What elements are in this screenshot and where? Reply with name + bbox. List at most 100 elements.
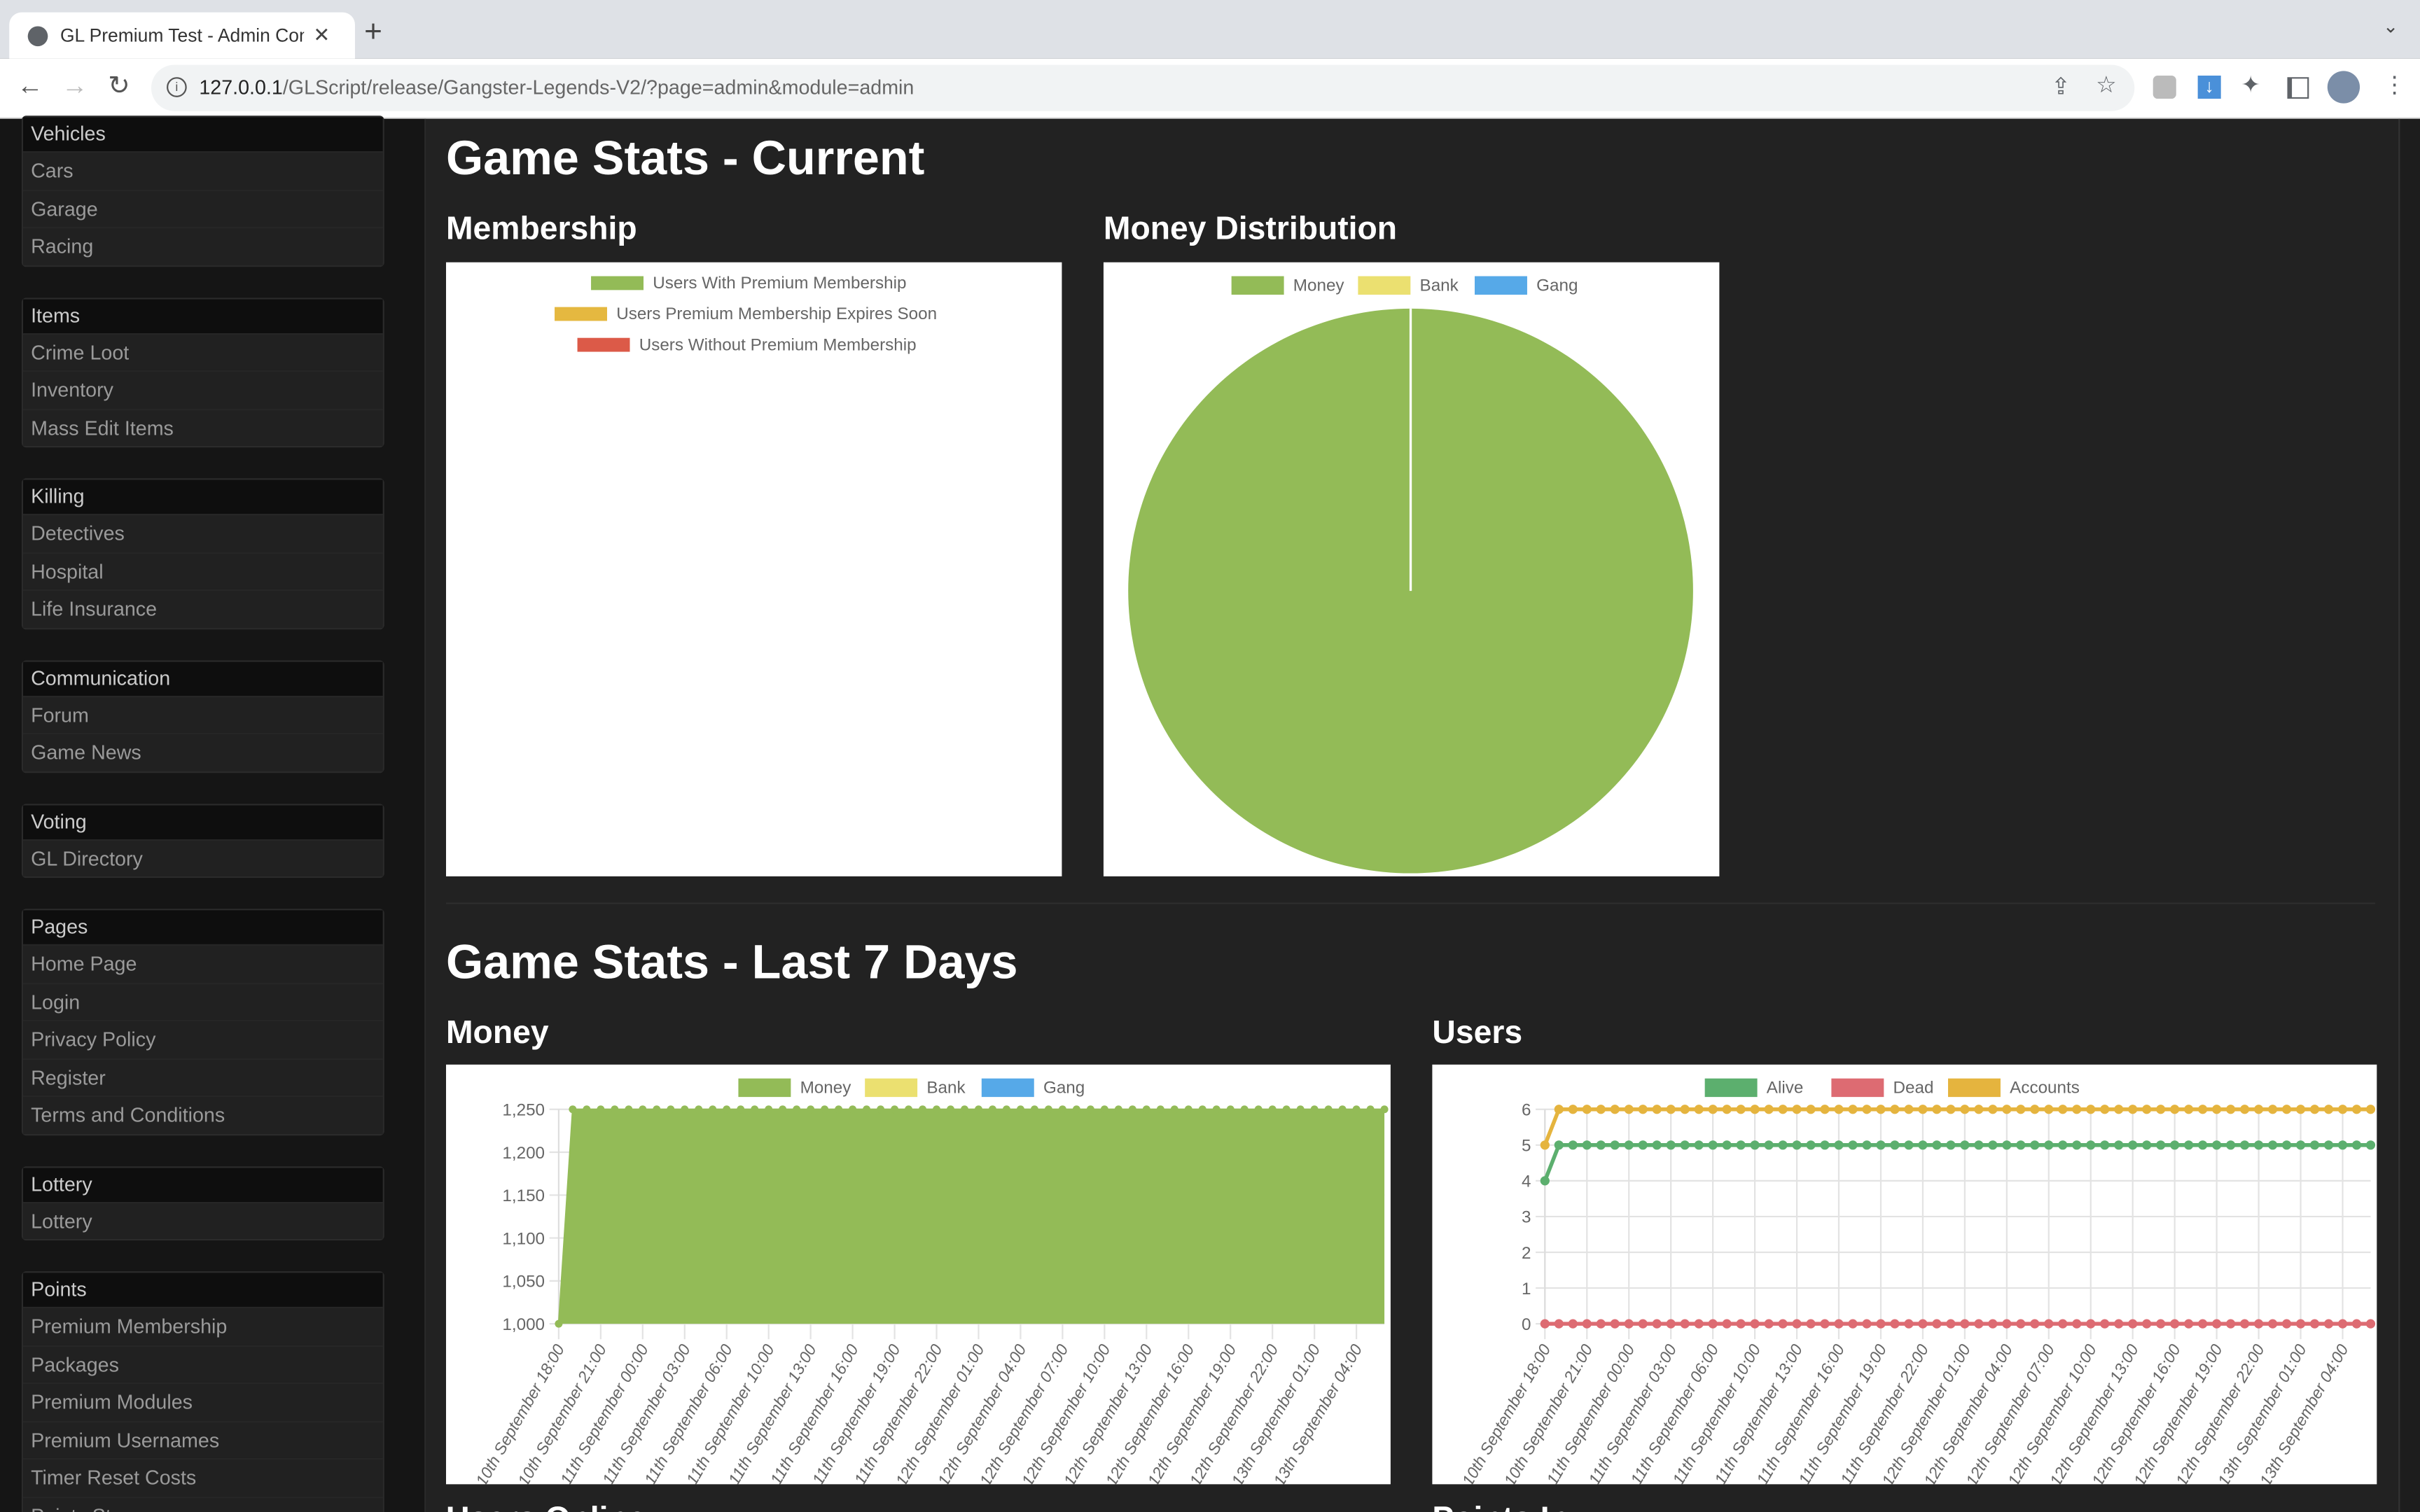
sidebar-item-racing[interactable]: Racing bbox=[23, 227, 383, 265]
sidebar-item-premium-membership[interactable]: Premium Membership bbox=[23, 1306, 383, 1345]
data-point-dead bbox=[1596, 1319, 1606, 1329]
data-point-alive bbox=[1610, 1140, 1620, 1150]
data-point-alive bbox=[1750, 1140, 1760, 1150]
star-icon[interactable]: ☆ bbox=[2096, 72, 2117, 99]
data-point-alive bbox=[1624, 1140, 1634, 1150]
chevron-down-icon[interactable]: ⌄ bbox=[2382, 15, 2399, 37]
legend-label: Gang bbox=[1043, 1079, 1085, 1098]
data-point-accounts bbox=[2100, 1105, 2110, 1114]
data-point-accounts bbox=[2016, 1105, 2026, 1114]
share-icon[interactable]: ⇪ bbox=[2051, 74, 2071, 101]
data-point-money bbox=[793, 1105, 801, 1114]
sidebar-item-inventory[interactable]: Inventory bbox=[23, 370, 383, 408]
data-point-alive bbox=[2281, 1140, 2292, 1150]
data-point-accounts bbox=[2114, 1105, 2124, 1114]
data-point-dead bbox=[2226, 1319, 2236, 1329]
data-point-money bbox=[681, 1105, 689, 1114]
sidebar-item-points-store[interactable]: Points Store bbox=[23, 1495, 383, 1512]
sidebar-item-lottery[interactable]: Lottery bbox=[23, 1200, 383, 1239]
page-scrollbar[interactable] bbox=[2398, 118, 2420, 1512]
y-tick-label: 1,100 bbox=[502, 1229, 545, 1248]
side-panel-icon[interactable] bbox=[2287, 77, 2309, 99]
sidebar-item-crime-loot[interactable]: Crime Loot bbox=[23, 332, 383, 370]
sidebar-item-detectives[interactable]: Detectives bbox=[23, 513, 383, 552]
series-line-alive bbox=[1543, 1143, 2371, 1182]
data-point-money bbox=[1100, 1105, 1108, 1114]
data-point-dead bbox=[1918, 1319, 1928, 1329]
sidebar-item-timer-reset-costs[interactable]: Timer Reset Costs bbox=[23, 1457, 383, 1496]
data-point-dead bbox=[1764, 1319, 1774, 1329]
data-point-money bbox=[583, 1105, 591, 1114]
data-point-accounts bbox=[2086, 1105, 2096, 1114]
sidebar-item-packages[interactable]: Packages bbox=[23, 1344, 383, 1382]
data-point-dead bbox=[1904, 1319, 1914, 1329]
data-point-alive bbox=[2170, 1140, 2180, 1150]
download-extension-icon[interactable]: ↓ bbox=[2197, 76, 2221, 99]
new-tab-icon[interactable]: + bbox=[364, 15, 382, 50]
sidebar-item-cars[interactable]: Cars bbox=[23, 151, 383, 190]
data-point-dead bbox=[1750, 1319, 1760, 1329]
avatar[interactable] bbox=[2327, 71, 2360, 104]
sidebar-item-mass-edit-items[interactable]: Mass Edit Items bbox=[23, 407, 383, 446]
data-point-alive bbox=[2114, 1140, 2124, 1150]
data-point-dead bbox=[1890, 1319, 1900, 1329]
data-point-alive bbox=[1890, 1140, 1900, 1150]
sidebar-item-life-insurance[interactable]: Life Insurance bbox=[23, 589, 383, 627]
data-point-money bbox=[1002, 1105, 1010, 1114]
address-bar[interactable]: i 127.0.0.1/GLScript/release/Gangster-Le… bbox=[151, 64, 2135, 111]
data-point-alive bbox=[1568, 1140, 1578, 1150]
browser-tab[interactable]: GL Premium Test - Admin Control Panel ✕ bbox=[9, 12, 355, 59]
legend-swatch bbox=[738, 1078, 791, 1098]
sidebar-item-home-page[interactable]: Home Page bbox=[23, 944, 383, 982]
sidebar-item-privacy-policy[interactable]: Privacy Policy bbox=[23, 1019, 383, 1058]
data-point-accounts bbox=[2030, 1105, 2040, 1114]
data-point-alive bbox=[2226, 1140, 2236, 1150]
menu-kebab-icon[interactable]: ⋮ bbox=[2383, 72, 2407, 99]
sidebar-item-premium-usernames[interactable]: Premium Usernames bbox=[23, 1420, 383, 1458]
y-tick-label: 3 bbox=[1522, 1208, 1531, 1227]
back-icon[interactable]: ← bbox=[17, 71, 43, 101]
data-point-dead bbox=[2030, 1319, 2040, 1329]
data-point-alive bbox=[1736, 1140, 1746, 1150]
data-point-money bbox=[919, 1105, 927, 1114]
data-point-alive bbox=[1582, 1140, 1592, 1150]
data-point-dead bbox=[1960, 1319, 1970, 1329]
data-point-money bbox=[1212, 1105, 1221, 1114]
data-point-dead bbox=[1694, 1319, 1704, 1329]
data-point-alive bbox=[2002, 1140, 2012, 1150]
data-point-money bbox=[737, 1105, 745, 1114]
close-tab-icon[interactable]: ✕ bbox=[313, 23, 331, 47]
legend-label: Alive bbox=[1767, 1079, 1804, 1098]
sidebar-item-game-news[interactable]: Game News bbox=[23, 732, 383, 771]
data-point-accounts bbox=[1862, 1105, 1872, 1114]
sidebar-group-header: Points bbox=[23, 1273, 383, 1307]
info-icon[interactable]: i bbox=[167, 77, 187, 97]
sidebar-item-terms-and-conditions[interactable]: Terms and Conditions bbox=[23, 1095, 383, 1133]
forward-icon[interactable]: → bbox=[62, 71, 88, 101]
data-point-alive bbox=[1820, 1140, 1830, 1150]
sidebar-item-hospital[interactable]: Hospital bbox=[23, 551, 383, 589]
data-point-money bbox=[695, 1105, 703, 1114]
data-point-alive bbox=[2253, 1140, 2264, 1150]
puzzle-icon[interactable]: ✦ bbox=[2241, 72, 2261, 99]
sidebar-item-premium-modules[interactable]: Premium Modules bbox=[23, 1382, 383, 1420]
data-point-money bbox=[1086, 1105, 1094, 1114]
extension-h-icon[interactable] bbox=[2153, 76, 2176, 99]
sidebar-item-garage[interactable]: Garage bbox=[23, 189, 383, 227]
y-tick-label: 1,050 bbox=[502, 1273, 545, 1292]
data-point-dead bbox=[1540, 1319, 1550, 1329]
sidebar-item-register[interactable]: Register bbox=[23, 1057, 383, 1096]
data-point-alive bbox=[1946, 1140, 1956, 1150]
data-point-alive bbox=[1960, 1140, 1970, 1150]
reload-icon[interactable]: ↻ bbox=[108, 71, 130, 101]
data-point-dead bbox=[2044, 1319, 2054, 1329]
sidebar-item-forum[interactable]: Forum bbox=[23, 694, 383, 733]
sidebar-item-login[interactable]: Login bbox=[23, 981, 383, 1020]
y-tick-label: 1,150 bbox=[502, 1186, 545, 1205]
data-point-alive bbox=[1540, 1176, 1550, 1186]
data-point-money bbox=[863, 1105, 871, 1114]
sidebar-item-gl-directory[interactable]: GL Directory bbox=[23, 838, 383, 876]
data-point-dead bbox=[2072, 1319, 2082, 1329]
data-point-dead bbox=[1680, 1319, 1690, 1329]
data-point-money bbox=[1338, 1105, 1347, 1114]
